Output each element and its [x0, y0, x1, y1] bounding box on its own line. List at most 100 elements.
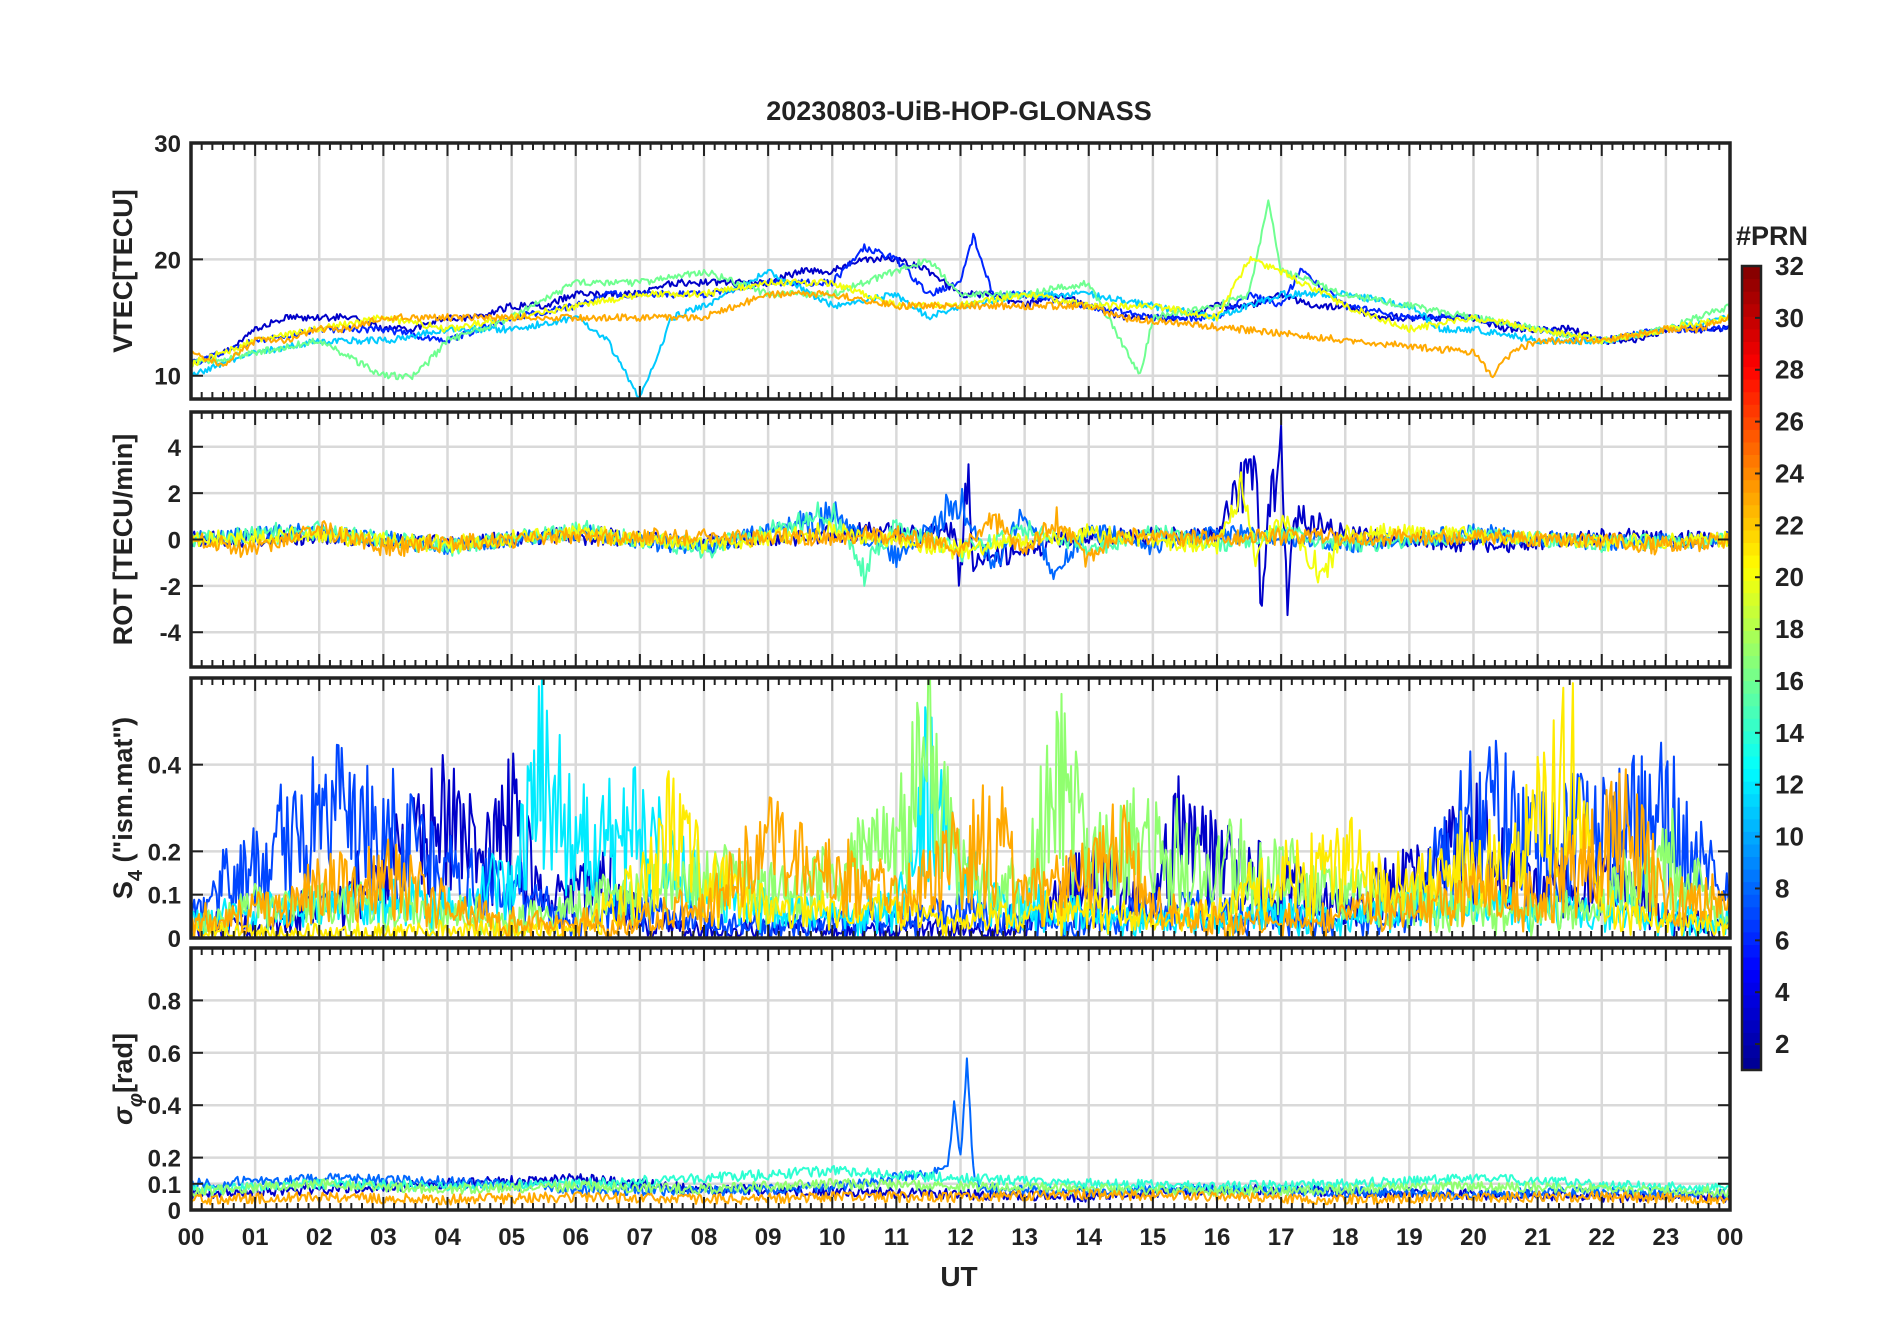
colorbar-tick-label: 30 — [1775, 303, 1804, 333]
series-line-prn-8 — [191, 487, 1730, 581]
colorbar-segment — [1742, 605, 1761, 619]
colorbar-segment — [1742, 567, 1761, 581]
y-axis-label: ROT [TECU/min] — [108, 434, 138, 645]
y-tick-label: 0.2 — [148, 1146, 181, 1173]
x-tick-label: 11 — [884, 1224, 909, 1251]
colorbar-segments — [1742, 266, 1761, 1071]
x-tick-label: 00 — [178, 1224, 205, 1251]
x-tick-label: 13 — [1011, 1224, 1038, 1251]
colorbar-segment — [1742, 881, 1761, 895]
colorbar-segment — [1742, 580, 1761, 594]
y-tick-label: 0.1 — [148, 883, 181, 910]
colorbar-segment — [1742, 680, 1761, 694]
colorbar-segment — [1742, 668, 1761, 682]
y-tick-label: 0.4 — [148, 753, 182, 780]
x-tick-label: 18 — [1332, 1224, 1359, 1251]
x-axis-label: UT — [940, 1261, 977, 1292]
x-tick-label: 17 — [1268, 1224, 1295, 1251]
colorbar-segment — [1742, 479, 1761, 493]
colorbar-segment — [1742, 919, 1761, 933]
x-axis-tick-labels: 00 01 02 03 04 05 06 07 08 09 10 11 12 13 14 15 16 17 18 19… — [178, 1224, 1744, 1251]
colorbar-segment — [1742, 554, 1761, 569]
colorbar-tick-label: 18 — [1775, 614, 1804, 644]
series-group — [191, 199, 1730, 399]
y-axis-label-subscript: 4 — [125, 869, 147, 881]
y-tick-label: -2 — [160, 574, 181, 601]
y-tick-label: 20 — [154, 247, 181, 274]
y-tick-label: 0.1 — [148, 1172, 181, 1199]
y-axis-label: σφ[rad] — [108, 1033, 147, 1125]
y-tick-label: 0 — [168, 1198, 181, 1225]
y-tick-label: 0 — [168, 528, 181, 555]
colorbar-segment — [1742, 1032, 1761, 1046]
colorbar-segment — [1742, 1019, 1761, 1033]
y-tick-label: 4 — [168, 435, 182, 462]
colorbar-segment — [1742, 768, 1761, 782]
colorbar-tick-label: 20 — [1775, 562, 1804, 592]
panel-sigma_phi: 00.10.20.40.60.8σφ[rad] — [108, 946, 1732, 1225]
colorbar-segment — [1742, 894, 1761, 908]
y-axis-label: VTEC[TECU] — [108, 189, 138, 353]
series-line-prn-14 — [191, 1165, 1730, 1195]
panel-rot: -4 -2 0 2 4 ROT [TECU/min] — [108, 410, 1732, 669]
colorbar-segment — [1742, 592, 1761, 606]
x-tick-label: 21 — [1524, 1224, 1551, 1251]
x-ticks — [190, 143, 1731, 399]
series-line-prn-8 — [191, 1057, 1730, 1201]
colorbar-tick-label: 28 — [1775, 355, 1804, 385]
colorbar-segment — [1742, 1057, 1761, 1071]
series-group — [191, 678, 1730, 937]
series-group — [191, 1057, 1730, 1206]
colorbar-segment — [1742, 353, 1761, 368]
colorbar-segment — [1742, 492, 1761, 506]
x-ticks — [190, 948, 1731, 1210]
panel-vtec: 10 20 30 VTEC[TECU] — [108, 131, 1732, 401]
y-tick-label: 0.2 — [148, 839, 181, 866]
x-tick-label: 00 — [1717, 1224, 1744, 1251]
colorbar-segment — [1742, 655, 1761, 669]
x-tick-label: 22 — [1588, 1224, 1615, 1251]
colorbar-segment — [1742, 291, 1761, 305]
y-axis-label-main: σ — [108, 1106, 138, 1125]
x-tick-label: 04 — [434, 1224, 461, 1251]
colorbar-tick-label: 22 — [1775, 510, 1804, 540]
x-tick-label: 05 — [498, 1224, 525, 1251]
colorbar-segment — [1742, 906, 1761, 920]
colorbar-tick-label: 14 — [1775, 718, 1804, 748]
colorbar-segment — [1742, 831, 1761, 845]
colorbar-segment — [1742, 642, 1761, 657]
x-tick-label: 07 — [627, 1224, 654, 1251]
colorbar-segment — [1742, 328, 1761, 342]
series-line-prn-23 — [191, 289, 1730, 379]
colorbar-segment — [1742, 956, 1761, 971]
colorbar-segment — [1742, 341, 1761, 355]
series-group — [191, 424, 1730, 617]
x-tick-label: 06 — [562, 1224, 589, 1251]
colorbar-tick-label: 12 — [1775, 770, 1804, 800]
colorbar-segment — [1742, 379, 1761, 393]
y-tick-label: 0.6 — [148, 1041, 181, 1068]
x-tick-label: 02 — [306, 1224, 333, 1251]
x-tick-label: 20 — [1460, 1224, 1487, 1251]
series-line-prn-17 — [191, 1177, 1730, 1198]
y-axis-label-rest: [rad] — [108, 1033, 138, 1093]
colorbar-segment — [1742, 467, 1761, 481]
y-axis-label-rest: ("ism.mat") — [108, 717, 138, 870]
y-tick-label: 2 — [168, 481, 181, 508]
colorbar-title: #PRN — [1736, 221, 1808, 251]
series-line-prn-20 — [191, 255, 1730, 368]
colorbar-segment — [1742, 755, 1761, 770]
colorbar-tick-label: 2 — [1775, 1029, 1789, 1059]
colorbar-segment — [1742, 806, 1761, 820]
x-tick-label: 10 — [819, 1224, 846, 1251]
series-line-prn-23 — [191, 768, 1730, 937]
series-line-prn-23 — [191, 506, 1730, 568]
y-tick-label: 0.8 — [148, 988, 181, 1015]
colorbar-segment — [1742, 391, 1761, 405]
colorbar-segment — [1742, 743, 1761, 757]
colorbar-segment — [1742, 429, 1761, 443]
